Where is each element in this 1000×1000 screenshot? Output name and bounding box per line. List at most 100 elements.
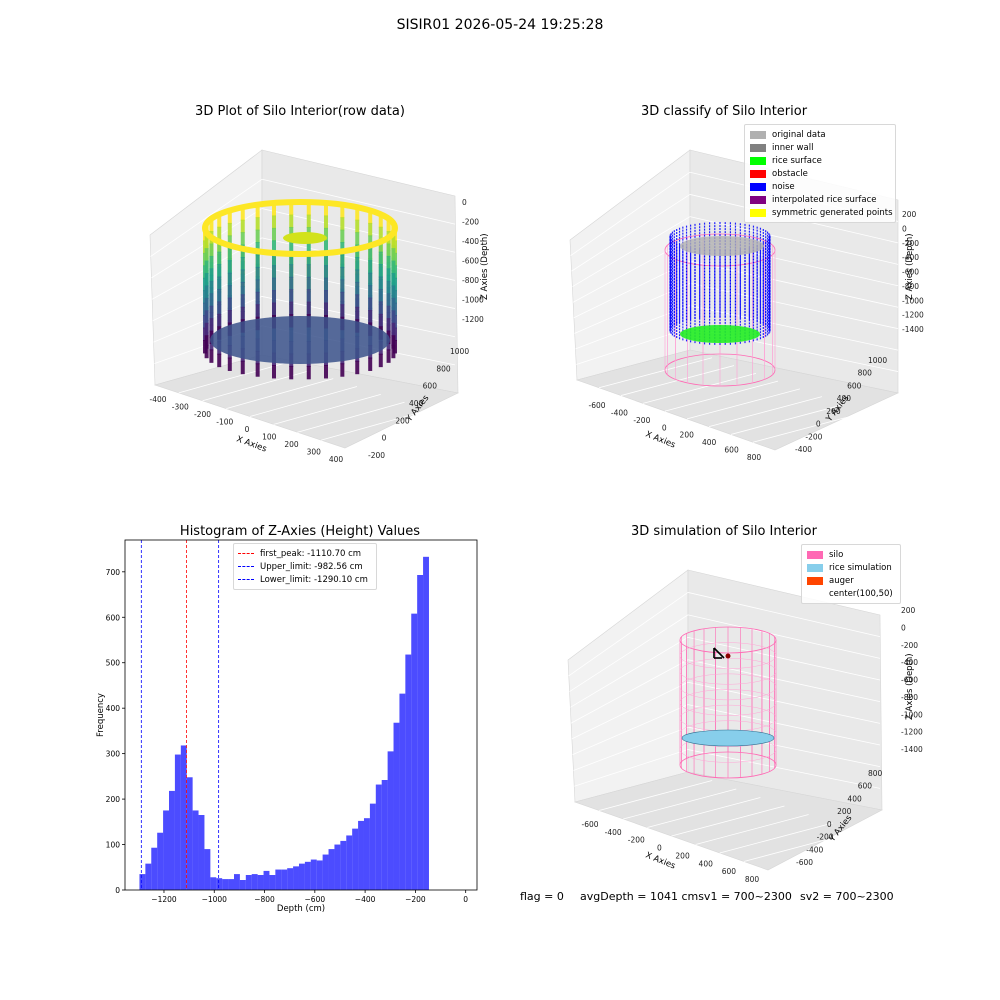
y-tick-label: 600	[847, 381, 862, 390]
z-tick-label: -200	[901, 641, 918, 650]
histogram-bar	[169, 790, 175, 890]
scatter-point	[386, 293, 391, 307]
x-tick-label: -400	[611, 408, 628, 417]
gridline	[752, 411, 867, 443]
z-tick-label: -800	[462, 276, 479, 285]
gridline	[574, 749, 689, 787]
histogram-bar	[157, 832, 164, 890]
scatter-point	[217, 214, 222, 228]
scatter-point	[391, 297, 396, 312]
scatter-point	[227, 222, 232, 237]
obstacle-points	[283, 232, 327, 244]
gridline	[708, 396, 823, 428]
y-tick-label: -400	[795, 445, 812, 454]
histogram-bar	[346, 835, 353, 890]
scatter-point	[272, 252, 277, 267]
scatter-point	[368, 285, 373, 299]
scatter-point	[255, 254, 260, 268]
scatter-point	[272, 277, 277, 292]
scatter-point	[240, 269, 245, 283]
x-tick-label: -600	[588, 401, 605, 410]
legend-swatch	[750, 195, 766, 204]
scatter-point	[227, 210, 232, 224]
panel4-title: 3D simulation of Silo Interior	[631, 524, 817, 539]
scatter-point	[355, 281, 360, 296]
scatter-point	[378, 313, 383, 328]
scatter-point	[204, 285, 209, 299]
histogram-bar	[222, 879, 229, 890]
scatter-point	[227, 310, 232, 324]
z-tick-label: -400	[462, 237, 479, 246]
histogram-bar	[263, 870, 270, 890]
scatter-point	[368, 260, 373, 274]
z-tick-label: 0	[902, 224, 907, 233]
legend-label: first_peak: -1110.70 cm	[260, 548, 362, 559]
gridline	[686, 388, 801, 420]
scatter-point	[227, 260, 232, 274]
y-tick-label: -400	[806, 845, 823, 854]
z-tick-label: -200	[902, 239, 919, 248]
scatter-point	[323, 202, 328, 217]
z-tick-label: -1000	[462, 296, 484, 305]
scatter-point	[378, 214, 383, 228]
z-tick-label: -400	[902, 253, 919, 262]
panel4-zlabel: Z Axies (Depth)	[905, 653, 915, 720]
z-tick-label: 200	[902, 210, 917, 219]
legend-entry: symmetric generated points	[750, 206, 893, 219]
scatter-point	[272, 365, 277, 379]
scatter-point	[240, 219, 245, 234]
silo-ring	[679, 689, 777, 716]
scatter-point	[391, 273, 396, 287]
gridline	[719, 822, 833, 854]
scatter-point	[227, 247, 232, 262]
x-tick-label: 600	[724, 446, 739, 455]
scatter-point	[255, 217, 260, 231]
gridline	[730, 404, 845, 435]
legend-entry: interpolated rice surface	[750, 193, 890, 206]
histogram-axes-frame	[124, 539, 478, 891]
scatter-point	[289, 239, 294, 253]
y-tick-label: -200	[368, 451, 385, 460]
scatter-point	[217, 313, 222, 328]
x-tick-label: −1200	[151, 895, 177, 904]
scatter-point	[378, 353, 383, 368]
y-tick-label: 600	[858, 782, 873, 791]
scatter-point	[204, 297, 209, 312]
scatter-point	[272, 265, 277, 279]
y-tick-label: -600	[796, 858, 813, 867]
z-tick-label: -800	[902, 282, 919, 291]
scatter-point	[240, 306, 245, 321]
legend-swatch	[750, 208, 766, 217]
scatter-point	[209, 218, 214, 233]
y-tick-label: 800	[868, 769, 883, 778]
y-tick-label: 200	[837, 807, 852, 816]
histogram-bar	[174, 754, 181, 890]
scatter-point	[386, 255, 391, 270]
legend-swatch	[238, 566, 254, 567]
scatter-point	[255, 291, 260, 306]
y-tick-label: 500	[106, 659, 121, 668]
y-tick-label: 100	[106, 841, 121, 850]
x-tick-label: -200	[194, 410, 211, 419]
histogram-bar	[334, 844, 341, 890]
panel2-title: 3D classify of Silo Interior	[640, 104, 808, 119]
y-tick-label: -200	[817, 833, 834, 842]
scatter-point	[240, 232, 245, 246]
silo-ring	[679, 642, 777, 669]
scatter-point	[391, 235, 396, 250]
histogram-bar	[151, 847, 158, 890]
status-flag: flag = 0	[520, 890, 564, 903]
rice-simulation-surface	[681, 729, 775, 747]
gridline	[689, 216, 899, 265]
histogram-bar	[340, 840, 347, 890]
gridline	[687, 614, 881, 659]
scatter-point	[355, 306, 360, 321]
scatter-point	[340, 363, 345, 377]
gridline	[571, 681, 689, 740]
scatter-point	[368, 210, 373, 224]
scatter-point	[204, 322, 209, 337]
y-tick-label: 0	[827, 820, 832, 829]
histogram-bar	[228, 879, 234, 890]
scatter-point	[340, 254, 345, 268]
scatter-point	[272, 290, 277, 304]
